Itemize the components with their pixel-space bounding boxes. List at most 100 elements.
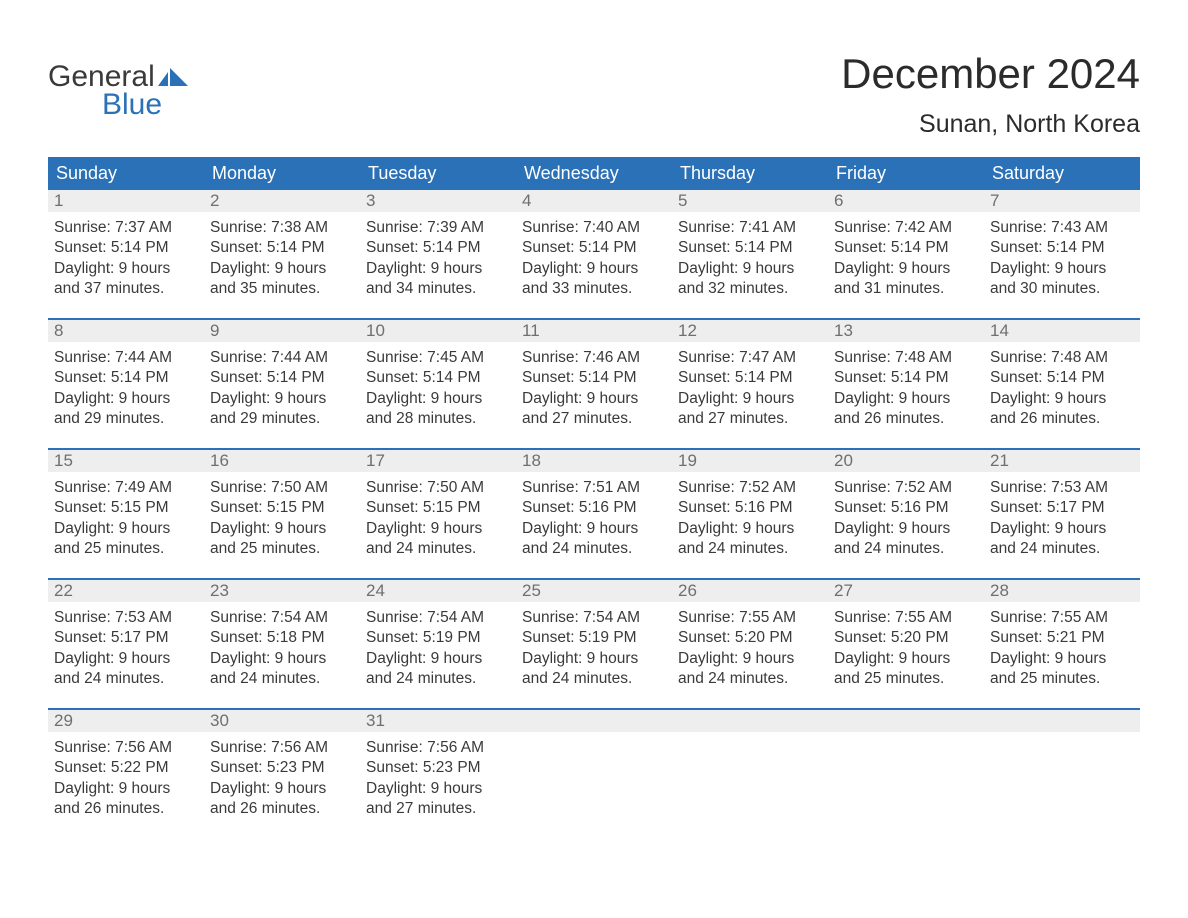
sunset-line: Sunset: 5:14 PM [366, 238, 510, 258]
daylight-line-1: Daylight: 9 hours [522, 649, 666, 669]
daylight-line-1: Daylight: 9 hours [678, 389, 822, 409]
flag-icon [158, 66, 188, 91]
day-number-row: 1 [48, 190, 204, 212]
sunset-line: Sunset: 5:15 PM [54, 498, 198, 518]
sunset-line: Sunset: 5:14 PM [678, 238, 822, 258]
sunset-line: Sunset: 5:20 PM [834, 628, 978, 648]
day-cell: 18Sunrise: 7:51 AMSunset: 5:16 PMDayligh… [516, 450, 672, 578]
daylight-line-1: Daylight: 9 hours [366, 389, 510, 409]
day-number: 17 [366, 451, 385, 470]
day-cell: 21Sunrise: 7:53 AMSunset: 5:17 PMDayligh… [984, 450, 1140, 578]
sunrise-line: Sunrise: 7:48 AM [834, 348, 978, 368]
day-body: Sunrise: 7:44 AMSunset: 5:14 PMDaylight:… [204, 342, 360, 430]
day-body: Sunrise: 7:39 AMSunset: 5:14 PMDaylight:… [360, 212, 516, 300]
daylight-line-2: and 34 minutes. [366, 279, 510, 299]
daylight-line-1: Daylight: 9 hours [834, 519, 978, 539]
sunrise-line: Sunrise: 7:55 AM [678, 608, 822, 628]
title-block: December 2024 Sunan, North Korea [841, 50, 1140, 139]
daylight-line-1: Daylight: 9 hours [990, 519, 1134, 539]
sunset-line: Sunset: 5:14 PM [522, 368, 666, 388]
day-body: Sunrise: 7:54 AMSunset: 5:19 PMDaylight:… [516, 602, 672, 690]
day-body: Sunrise: 7:42 AMSunset: 5:14 PMDaylight:… [828, 212, 984, 300]
month-title: December 2024 [841, 50, 1140, 98]
day-number: 26 [678, 581, 697, 600]
daylight-line-2: and 26 minutes. [990, 409, 1134, 429]
sunset-line: Sunset: 5:16 PM [678, 498, 822, 518]
sunrise-line: Sunrise: 7:48 AM [990, 348, 1134, 368]
day-number-row: 9 [204, 320, 360, 342]
sunrise-line: Sunrise: 7:53 AM [990, 478, 1134, 498]
daylight-line-1: Daylight: 9 hours [522, 259, 666, 279]
sunrise-line: Sunrise: 7:49 AM [54, 478, 198, 498]
daylight-line-2: and 24 minutes. [54, 669, 198, 689]
daylight-line-2: and 24 minutes. [522, 539, 666, 559]
daylight-line-1: Daylight: 9 hours [210, 519, 354, 539]
day-cell: 28Sunrise: 7:55 AMSunset: 5:21 PMDayligh… [984, 580, 1140, 708]
sunset-line: Sunset: 5:21 PM [990, 628, 1134, 648]
weekday-header: Thursday [672, 157, 828, 190]
logo-word-blue: Blue [102, 88, 188, 122]
day-number-row: 4 [516, 190, 672, 212]
sunrise-line: Sunrise: 7:50 AM [210, 478, 354, 498]
sunrise-line: Sunrise: 7:37 AM [54, 218, 198, 238]
sunset-line: Sunset: 5:15 PM [210, 498, 354, 518]
daylight-line-2: and 25 minutes. [210, 539, 354, 559]
day-body: Sunrise: 7:56 AMSunset: 5:23 PMDaylight:… [360, 732, 516, 820]
day-number-row: 27 [828, 580, 984, 602]
sunrise-line: Sunrise: 7:56 AM [210, 738, 354, 758]
sunrise-line: Sunrise: 7:38 AM [210, 218, 354, 238]
daylight-line-1: Daylight: 9 hours [990, 259, 1134, 279]
sunrise-line: Sunrise: 7:55 AM [834, 608, 978, 628]
sunrise-line: Sunrise: 7:44 AM [210, 348, 354, 368]
daylight-line-2: and 35 minutes. [210, 279, 354, 299]
day-number-row [828, 710, 984, 732]
sunset-line: Sunset: 5:14 PM [210, 368, 354, 388]
day-number: 13 [834, 321, 853, 340]
day-body: Sunrise: 7:49 AMSunset: 5:15 PMDaylight:… [48, 472, 204, 560]
day-number: 6 [834, 191, 843, 210]
daylight-line-2: and 26 minutes. [54, 799, 198, 819]
day-body: Sunrise: 7:50 AMSunset: 5:15 PMDaylight:… [360, 472, 516, 560]
daylight-line-2: and 29 minutes. [54, 409, 198, 429]
weekday-header: Sunday [48, 157, 204, 190]
daylight-line-2: and 33 minutes. [522, 279, 666, 299]
daylight-line-1: Daylight: 9 hours [678, 649, 822, 669]
day-number-row: 30 [204, 710, 360, 732]
day-cell: 10Sunrise: 7:45 AMSunset: 5:14 PMDayligh… [360, 320, 516, 448]
sunset-line: Sunset: 5:14 PM [678, 368, 822, 388]
daylight-line-1: Daylight: 9 hours [210, 649, 354, 669]
daylight-line-2: and 29 minutes. [210, 409, 354, 429]
daylight-line-2: and 26 minutes. [834, 409, 978, 429]
day-body: Sunrise: 7:56 AMSunset: 5:22 PMDaylight:… [48, 732, 204, 820]
day-body: Sunrise: 7:38 AMSunset: 5:14 PMDaylight:… [204, 212, 360, 300]
sunset-line: Sunset: 5:17 PM [54, 628, 198, 648]
day-number: 8 [54, 321, 63, 340]
day-body: Sunrise: 7:55 AMSunset: 5:21 PMDaylight:… [984, 602, 1140, 690]
day-body: Sunrise: 7:55 AMSunset: 5:20 PMDaylight:… [672, 602, 828, 690]
weekday-header: Wednesday [516, 157, 672, 190]
daylight-line-1: Daylight: 9 hours [522, 519, 666, 539]
header-area: General Blue December 2024 Sunan, North … [48, 50, 1140, 139]
day-body: Sunrise: 7:50 AMSunset: 5:15 PMDaylight:… [204, 472, 360, 560]
day-number: 20 [834, 451, 853, 470]
day-number: 14 [990, 321, 1009, 340]
sunrise-line: Sunrise: 7:41 AM [678, 218, 822, 238]
sunrise-line: Sunrise: 7:56 AM [54, 738, 198, 758]
week-row: 1Sunrise: 7:37 AMSunset: 5:14 PMDaylight… [48, 190, 1140, 318]
day-body: Sunrise: 7:53 AMSunset: 5:17 PMDaylight:… [48, 602, 204, 690]
daylight-line-2: and 25 minutes. [990, 669, 1134, 689]
daylight-line-2: and 27 minutes. [522, 409, 666, 429]
day-cell [516, 710, 672, 838]
day-cell: 4Sunrise: 7:40 AMSunset: 5:14 PMDaylight… [516, 190, 672, 318]
sunset-line: Sunset: 5:14 PM [522, 238, 666, 258]
sunset-line: Sunset: 5:19 PM [366, 628, 510, 648]
day-number-row: 28 [984, 580, 1140, 602]
weekday-header: Saturday [984, 157, 1140, 190]
sunrise-line: Sunrise: 7:53 AM [54, 608, 198, 628]
daylight-line-1: Daylight: 9 hours [366, 649, 510, 669]
sunrise-line: Sunrise: 7:55 AM [990, 608, 1134, 628]
day-cell: 16Sunrise: 7:50 AMSunset: 5:15 PMDayligh… [204, 450, 360, 578]
day-number-row: 5 [672, 190, 828, 212]
daylight-line-2: and 24 minutes. [210, 669, 354, 689]
day-body: Sunrise: 7:41 AMSunset: 5:14 PMDaylight:… [672, 212, 828, 300]
